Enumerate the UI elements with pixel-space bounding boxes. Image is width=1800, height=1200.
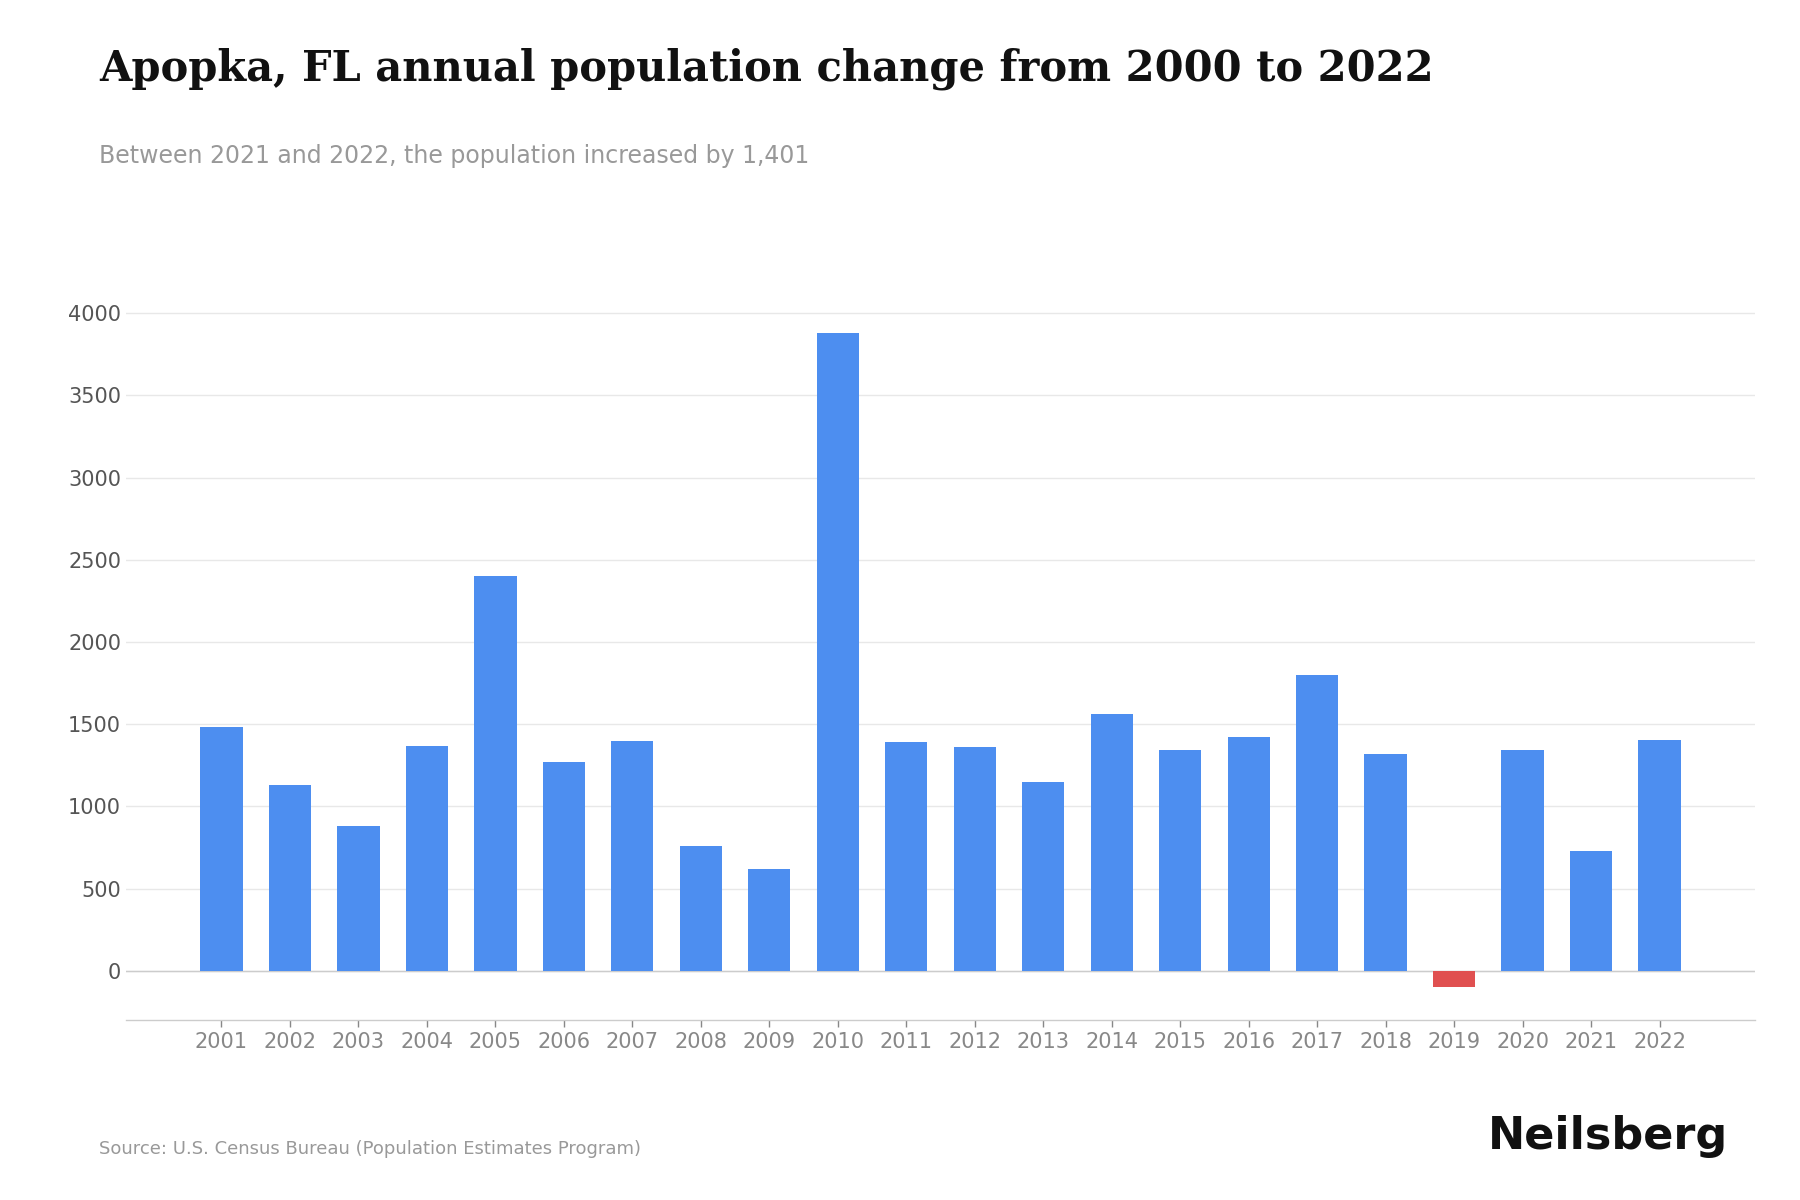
Bar xyxy=(1022,781,1064,971)
Bar xyxy=(337,826,380,971)
Text: Neilsberg: Neilsberg xyxy=(1489,1115,1728,1158)
Bar xyxy=(749,869,790,971)
Bar xyxy=(1296,674,1339,971)
Bar xyxy=(200,727,243,971)
Bar xyxy=(1638,740,1681,971)
Bar xyxy=(405,745,448,971)
Bar xyxy=(1570,851,1613,971)
Text: Between 2021 and 2022, the population increased by 1,401: Between 2021 and 2022, the population in… xyxy=(99,144,810,168)
Bar xyxy=(1501,750,1544,971)
Bar xyxy=(1433,971,1476,988)
Text: Apopka, FL annual population change from 2000 to 2022: Apopka, FL annual population change from… xyxy=(99,48,1433,90)
Bar xyxy=(610,740,653,971)
Bar xyxy=(1228,737,1271,971)
Bar xyxy=(817,334,859,971)
Bar xyxy=(268,785,311,971)
Bar xyxy=(954,748,995,971)
Bar xyxy=(542,762,585,971)
Text: Source: U.S. Census Bureau (Population Estimates Program): Source: U.S. Census Bureau (Population E… xyxy=(99,1140,641,1158)
Bar xyxy=(1364,754,1408,971)
Bar xyxy=(1091,714,1132,971)
Bar xyxy=(1159,750,1201,971)
Bar xyxy=(473,576,517,971)
Bar xyxy=(680,846,722,971)
Bar xyxy=(886,743,927,971)
